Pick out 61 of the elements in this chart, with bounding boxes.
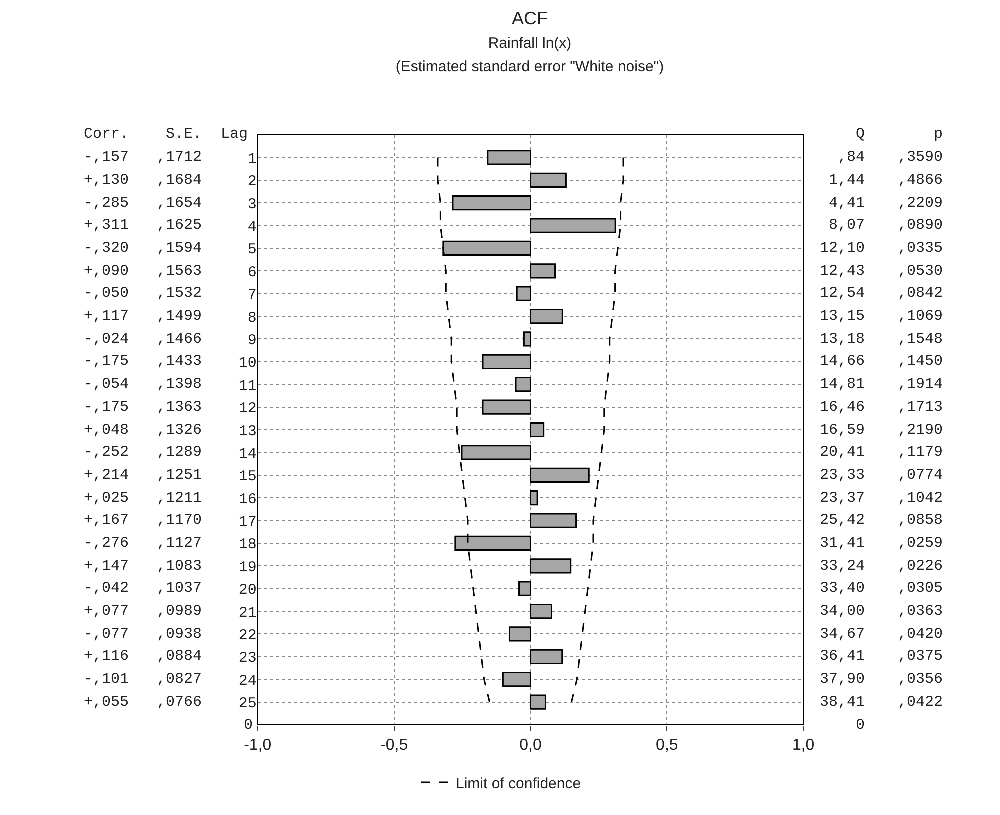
bar — [530, 490, 538, 506]
y-tick-label: 17 — [238, 514, 257, 532]
y-tick-label: 15 — [238, 468, 257, 486]
bar — [530, 422, 545, 438]
text: 0 — [244, 717, 254, 734]
bar — [530, 513, 578, 528]
y-tick-label: 1 — [248, 150, 257, 168]
legend-label: Limit of confidence — [456, 775, 582, 792]
x-tick-label: 0,5 — [656, 737, 678, 754]
y-tick-label: 8 — [248, 310, 257, 327]
x-tick-label: -0,5 — [380, 737, 408, 754]
bar — [530, 558, 572, 574]
text: p ,3590 ,4866 ,2209 ,0890 ,0335 ,0530 ,0842 ,1069 ,1548 ,1450 ,1914 ,1713 ,2190 ,1179 ,0774 ,1042 ,0858 ,0259 ,0226 ,0305 ,0363 ,0420 ,0375 ,0356 ,0422 — [898, 126, 944, 711]
y-tick-label: 22 — [238, 627, 257, 644]
y-tick-label: 6 — [248, 264, 257, 282]
y-tick-label: 20 — [238, 582, 257, 600]
bar — [530, 468, 590, 483]
y-tick-label: 19 — [238, 559, 257, 576]
y-tick-label: 5 — [248, 242, 257, 259]
text: Q ,84 1,44 4,41 8,07 12,10 12,43 12,54 13,15 13,18 14,66 14,81 16,46 16,59 20,41 23,33 23,37 25,42 31,41 33,24 33,40 34,00 34,67 36,41 37,90 38,41 0 — [820, 126, 866, 734]
bar — [530, 218, 616, 234]
y-tick-label: 3 — [248, 196, 257, 214]
y-tick-label: 18 — [238, 536, 257, 554]
bar — [452, 196, 532, 211]
bar — [516, 286, 532, 302]
y-tick-label: 2 — [248, 174, 257, 191]
y-tick-label: 9 — [248, 332, 257, 350]
y-tick-label: 24 — [238, 672, 257, 690]
bar — [523, 332, 532, 347]
bar — [530, 308, 564, 324]
chart-title: ACF — [512, 8, 548, 28]
bar — [487, 150, 532, 166]
bar — [508, 626, 532, 642]
bar — [502, 672, 532, 688]
y-tick-label: 4 — [248, 219, 257, 236]
x-tick-label: -1,0 — [244, 737, 272, 754]
y-tick-label: 10 — [238, 355, 257, 372]
y-tick-label: 16 — [238, 491, 257, 508]
bar — [482, 354, 532, 370]
bar — [482, 400, 532, 415]
text: Corr. -,157 +,130 -,285 +,311 -,320 +,090 -,050 +,117 -,024 -,175 -,054 -,175 +,048 -,252 +,214 +,025 +,167 -,276 +,147 -,042 +,077 -,077 +,116 -,101 +,055 — [84, 126, 130, 711]
bar — [518, 581, 532, 596]
text: S.E. ,1712 ,1684 ,1654 ,1625 ,1594 ,1563 ,1532 ,1499 ,1466 ,1433 ,1398 ,1363 ,1326 ,1289 ,1251 ,1211 ,1170 ,1127 ,1083 ,1037 ,0989 ,0938 ,0884 ,0827 ,0766 — [157, 126, 202, 711]
text: Lag — [221, 126, 248, 143]
x-tick-label: 1,0 — [792, 737, 815, 754]
y-tick-label: 12 — [238, 400, 257, 418]
y-tick-label: 11 — [238, 378, 257, 395]
y-tick-label: 14 — [238, 446, 257, 463]
y-tick-label: 23 — [238, 650, 257, 668]
y-tick-label: 25 — [238, 696, 257, 713]
bar — [530, 604, 552, 620]
chart-subtitle: Rainfall ln(x) (Estimated standard error "White noise") — [396, 34, 664, 76]
bar — [530, 172, 567, 188]
x-tick-label: 0,0 — [520, 737, 542, 754]
y-tick-label: 7 — [248, 287, 257, 304]
bar — [515, 377, 532, 392]
y-tick-label: 13 — [238, 423, 257, 440]
y-tick-label: 21 — [238, 604, 257, 622]
bar — [530, 649, 564, 664]
bar — [530, 694, 546, 710]
bar — [530, 264, 556, 279]
